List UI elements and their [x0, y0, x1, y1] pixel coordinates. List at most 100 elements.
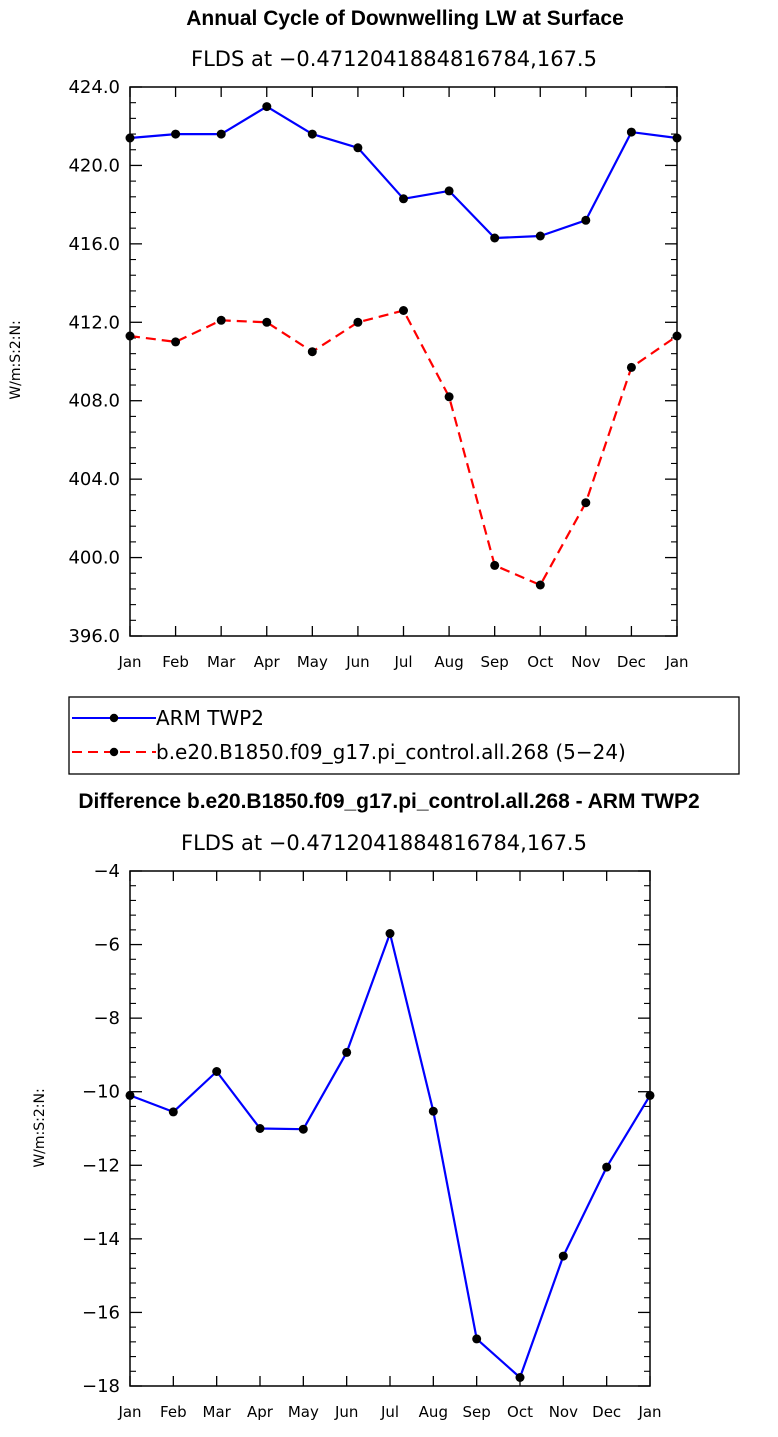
chart2-xtick-label: Sep: [463, 1403, 491, 1421]
chart1-series-0-point: [171, 129, 181, 139]
chart2-series-0-line: [129, 932, 651, 1379]
chart1-series-1-point: [307, 347, 317, 357]
chart1-series-0-point: [216, 129, 226, 139]
chart2-series-0-point: [472, 1334, 482, 1344]
chart1-series-1-point: [581, 498, 591, 508]
chart2-ytick-label: −14: [82, 1229, 120, 1250]
chart2-series-0-point: [298, 1124, 308, 1134]
legend: ARM TWP2 b.e20.B1850.f09_g17.pi_control.…: [68, 696, 740, 775]
chart2-xtick-label: Jan: [637, 1403, 661, 1421]
chart1-series-1-point: [216, 315, 226, 325]
chart2-ytick-label: −4: [93, 861, 120, 882]
legend-marker-arm: [109, 713, 119, 723]
chart1-xtick-label: Feb: [162, 653, 189, 671]
chart1-ytick-label: 404.0: [68, 469, 120, 490]
chart1-xtick-label: Aug: [434, 653, 463, 671]
chart1-xtick-label: Jan: [117, 653, 141, 671]
chart1-series-1-point: [171, 337, 181, 347]
chart1-plot: 396.0 400.0 404.0 408.0 412.0 416.0 420.0 424.0…: [68, 77, 688, 671]
chart2-series-0-point: [168, 1107, 178, 1117]
chart1-series-0-point: [307, 129, 317, 139]
chart2-xtick-label: Feb: [160, 1403, 187, 1421]
legend-marker-model: [109, 747, 119, 757]
chart2-series-0-point: [558, 1251, 568, 1261]
chart2-frame: [129, 870, 651, 1387]
chart1-series-1-point: [626, 362, 636, 372]
chart1-ytick-label: 416.0: [68, 234, 120, 255]
chart2-plot: −18 −16 −14 −12 −10 −8 −6 −4 Jan Feb Mar Apr May Jun J…: [82, 861, 662, 1421]
chart1-ylabel: W/m:S:2:N:: [8, 320, 24, 399]
chart1-series-1-point: [535, 580, 545, 590]
chart2-ytick-label: −8: [93, 1008, 120, 1029]
chart2-series-0-point: [342, 1047, 352, 1057]
chart1-ytick-label: 396.0: [68, 626, 120, 647]
chart1-series-1-point: [672, 331, 682, 341]
chart1-xtick-label: May: [297, 653, 328, 671]
chart2-series-0-point: [212, 1067, 222, 1076]
chart2-xtick-label: Oct: [507, 1403, 533, 1421]
chart2-xtick-label: Dec: [592, 1403, 621, 1421]
chart2-xtick-label: Aug: [419, 1403, 448, 1421]
chart2-series-0-point: [602, 1162, 612, 1172]
chart1-series-0-point: [353, 143, 363, 153]
chart1-subtitle: FLDS at −0.4712041884816784,167.5: [191, 47, 597, 71]
chart2-xtick-label: Mar: [203, 1403, 232, 1421]
chart1-xtick-label: Sep: [481, 653, 509, 671]
chart1-xtick-label: Jan: [664, 653, 688, 671]
chart1-ytick-label: 412.0: [68, 312, 120, 333]
chart1-xtick-label: Apr: [254, 653, 281, 671]
chart2-xtick-label: May: [288, 1403, 319, 1421]
chart1-series-0-point: [444, 186, 454, 196]
chart2-xtick-label: Jan: [117, 1403, 141, 1421]
chart1-series-1-line: [129, 309, 678, 587]
chart2-ytick-label: −18: [82, 1376, 120, 1397]
chart1-ytick-label: 408.0: [68, 391, 120, 412]
chart1-series-0-point: [399, 194, 408, 204]
chart2-ylabel: W/m:S:2:N:: [32, 1088, 48, 1167]
chart2-subtitle: FLDS at −0.4712041884816784,167.5: [181, 831, 587, 855]
chart1-frame: [129, 86, 678, 637]
legend-box: [68, 696, 740, 775]
chart2-series-0-point: [125, 1090, 135, 1100]
chart2-series-0-point: [515, 1373, 525, 1382]
legend-label-arm: ARM TWP2: [156, 706, 264, 730]
chart1-series-0-point: [490, 233, 500, 243]
chart1-series-1-point: [125, 331, 135, 341]
chart2-xtick-label: Nov: [549, 1403, 578, 1421]
chart1-series-0-line: [129, 105, 678, 240]
chart1-series-0-point: [581, 215, 591, 225]
chart1-series-1-point: [353, 317, 363, 327]
chart2-ytick-label: −16: [82, 1302, 120, 1323]
legend-label-model: b.e20.B1850.f09_g17.pi_control.all.268 (…: [156, 740, 626, 764]
chart2-series-0-point: [428, 1106, 438, 1116]
chart1-ytick-label: 424.0: [68, 77, 120, 98]
chart1-ytick-label: 400.0: [68, 548, 120, 569]
chart1-xtick-label: Dec: [617, 653, 646, 671]
chart2-series-0-point: [255, 1124, 265, 1133]
chart1-series-0-point: [672, 133, 682, 143]
chart1-xtick-label: Oct: [527, 653, 553, 671]
chart2-xtick-label: Jun: [334, 1403, 358, 1421]
chart1-series-1-point: [490, 560, 500, 570]
chart1-series-1-point: [444, 392, 454, 402]
chart2-series-0-point: [645, 1090, 655, 1100]
chart1-series-1-point: [399, 306, 408, 315]
chart2-xtick-label: Apr: [247, 1403, 274, 1421]
chart1-xtick-label: Mar: [207, 653, 236, 671]
chart2-ytick-label: −12: [82, 1155, 120, 1176]
chart1-title: Annual Cycle of Downwelling LW at Surfac…: [186, 7, 624, 30]
chart1-xtick-label: Nov: [571, 653, 600, 671]
chart2-ytick-label: −6: [93, 935, 120, 956]
chart1-series-1-point: [262, 317, 272, 327]
chart1-series-0-point: [535, 231, 545, 241]
chart1-series-0-point: [626, 127, 636, 137]
chart2-series-0-point: [385, 929, 395, 938]
chart1-series-0-point: [125, 133, 135, 143]
chart1-xtick-label: Jun: [345, 653, 369, 671]
chart2-ytick-label: −10: [82, 1082, 120, 1103]
chart1-ytick-label: 420.0: [68, 155, 120, 176]
chart1-series-0-point: [262, 102, 272, 112]
chart2-title: Difference b.e20.B1850.f09_g17.pi_contro…: [78, 790, 699, 813]
chart2-xtick-label: Jul: [380, 1403, 399, 1421]
